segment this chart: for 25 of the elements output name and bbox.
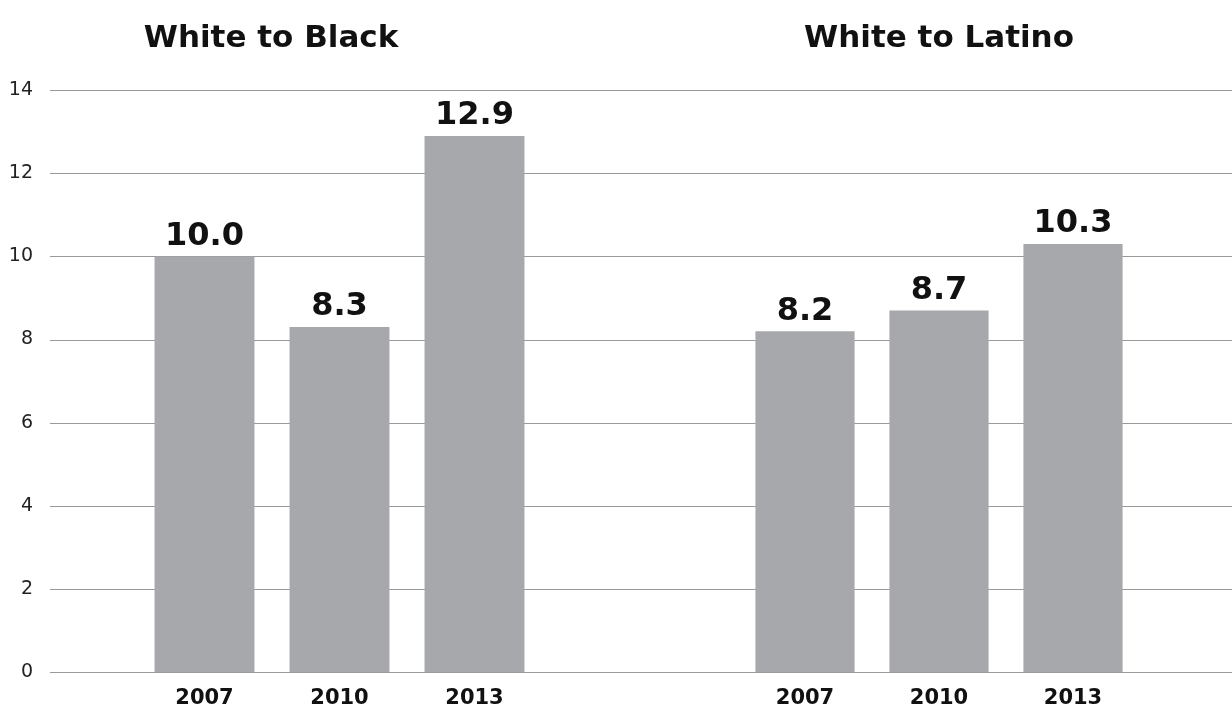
- y-tick-label: 10: [8, 243, 33, 266]
- chart-title: White to Latino: [804, 17, 1074, 54]
- bar: [289, 327, 390, 672]
- bar: [424, 135, 525, 672]
- data-label: 8.2: [776, 289, 834, 328]
- data-label: 8.3: [311, 285, 368, 324]
- x-tick-label: 2010: [909, 685, 969, 706]
- x-tick-label: 2013: [1043, 685, 1103, 706]
- bar: [154, 256, 255, 672]
- y-tick-label: 12: [8, 160, 33, 183]
- chart-title: White to Black: [143, 17, 400, 54]
- data-label: 12.9: [435, 94, 514, 133]
- x-tick-label: 2010: [310, 685, 369, 706]
- x-tick-label: 2007: [775, 685, 835, 706]
- y-tick-label: 0: [20, 658, 33, 681]
- y-tick-label: 8: [20, 326, 33, 349]
- data-label: 8.7: [910, 268, 968, 307]
- y-tick-label: 2: [20, 575, 33, 598]
- data-label: 10.0: [165, 214, 244, 253]
- x-tick-label: 2013: [445, 685, 504, 706]
- y-tick-label: 14: [8, 77, 33, 100]
- y-tick-label: 6: [20, 409, 33, 432]
- data-label: 10.3: [1033, 202, 1113, 241]
- y-tick-label: 4: [20, 492, 33, 515]
- x-tick-label: 2007: [175, 685, 234, 706]
